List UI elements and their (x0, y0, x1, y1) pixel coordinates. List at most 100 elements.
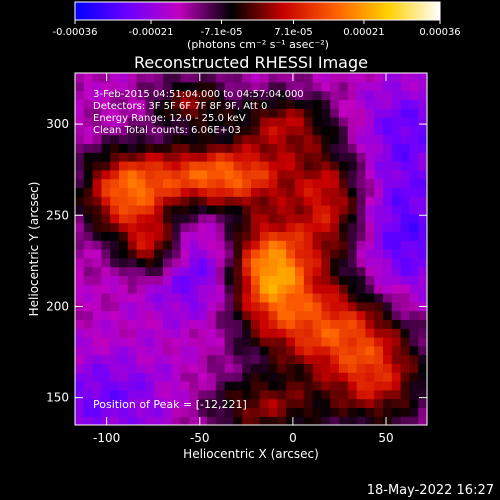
heatmap-cell (127, 125, 138, 136)
heatmap-cell (330, 416, 340, 425)
heatmap-cell (339, 345, 349, 356)
heatmap-cell (215, 73, 226, 83)
heatmap-cell (75, 337, 85, 347)
heatmap-cell (198, 152, 208, 162)
heatmap-cell (92, 134, 102, 144)
heatmap-cell (75, 240, 85, 250)
heatmap-cell (409, 240, 419, 250)
heatmap-cell (189, 117, 199, 127)
heatmap-cell (339, 231, 349, 241)
heatmap-cell (268, 345, 278, 356)
heatmap-cell (110, 99, 120, 109)
heatmap-cell (180, 337, 190, 347)
heatmap-cell (233, 381, 243, 391)
heatmap-cell (198, 398, 208, 408)
heatmap-cell (224, 222, 234, 232)
x-tick-label: -50 (190, 431, 210, 445)
heatmap-cell (119, 169, 129, 180)
heatmap-cell (215, 354, 226, 364)
heatmap-cell (224, 134, 234, 144)
heatmap-cell (268, 196, 278, 206)
heatmap-cell (391, 310, 402, 320)
heatmap-cell (365, 337, 375, 347)
heatmap-cell (295, 73, 305, 83)
heatmap-cell (259, 231, 270, 241)
heatmap-cell (101, 407, 111, 417)
heatmap-cell (198, 81, 208, 92)
colorbar-ticks: -0.00036 -0.00021 -7.1e-05 7.1e-05 0.00021 0.… (53, 20, 461, 38)
heatmap-cell (233, 354, 243, 364)
heatmap-cell (207, 275, 217, 285)
heatmap-cell (180, 249, 190, 259)
heatmap-cell (312, 169, 322, 180)
heatmap-cell (101, 213, 111, 224)
heatmap-cell (136, 310, 146, 320)
heatmap-cell (154, 381, 164, 391)
heatmap-cell (242, 205, 252, 215)
heatmap-cell (171, 90, 182, 100)
heatmap-cell (268, 161, 278, 171)
heatmap-cell (418, 169, 427, 180)
heatmap-cell (233, 169, 243, 180)
heatmap-cell (347, 73, 358, 83)
heatmap-cell (391, 81, 402, 92)
heatmap-cell (171, 293, 182, 303)
heatmap-cell (180, 143, 190, 153)
heatmap-cell (92, 125, 102, 136)
heatmap-cell (347, 310, 358, 320)
heatmap-cell (374, 310, 384, 320)
heatmap-cell (374, 196, 384, 206)
heatmap-cell (207, 81, 217, 92)
heatmap-cell (321, 90, 331, 100)
heatmap-cell (110, 345, 120, 356)
heatmap-cell (198, 143, 208, 153)
heatmap-cell (400, 293, 410, 303)
heatmap-cell (365, 407, 375, 417)
heatmap-cell (163, 99, 173, 109)
heatmap-cell (180, 205, 190, 215)
heatmap-cell (83, 284, 94, 294)
heatmap-cell (400, 389, 410, 400)
heatmap-cell (383, 213, 393, 224)
heatmap-cell (136, 354, 146, 364)
heatmap-cell (374, 345, 384, 356)
heatmap-cell (383, 337, 393, 347)
heatmap-cell (119, 372, 129, 382)
heatmap-cell (321, 354, 331, 364)
heatmap-cell (127, 266, 138, 276)
heatmap-cell (251, 125, 261, 136)
heatmap-cell (119, 240, 129, 250)
heatmap-cell (268, 73, 278, 83)
heatmap-cell (110, 301, 120, 312)
heatmap-cell (374, 134, 384, 144)
heatmap-cell (92, 178, 102, 188)
heatmap-cell (75, 275, 85, 285)
heatmap-cell (374, 284, 384, 294)
heatmap-cell (400, 169, 410, 180)
heatmap-cell (286, 328, 296, 338)
heatmap-cell (233, 196, 243, 206)
heatmap-cell (400, 231, 410, 241)
heatmap-cell (330, 187, 340, 197)
heatmap-cell (101, 73, 111, 83)
heatmap-cell (92, 310, 102, 320)
heatmap-cell (110, 108, 120, 118)
heatmap-cell (286, 90, 296, 100)
heatmap-cell (295, 328, 305, 338)
heatmap-cell (339, 73, 349, 83)
heatmap-cell (92, 257, 102, 268)
heatmap-cell (277, 81, 287, 92)
heatmap-cell (145, 169, 155, 180)
heatmap-cell (303, 108, 314, 118)
heatmap-cell (75, 73, 85, 83)
heatmap-cell (75, 178, 85, 188)
heatmap-cell (75, 407, 85, 417)
heatmap-cell (242, 108, 252, 118)
heatmap-cell (259, 99, 270, 109)
heatmap-cell (391, 398, 402, 408)
heatmap-cell (154, 125, 164, 136)
heatmap-cell (295, 345, 305, 356)
heatmap-cell (286, 337, 296, 347)
heatmap-cell (251, 381, 261, 391)
heatmap-cell (215, 275, 226, 285)
